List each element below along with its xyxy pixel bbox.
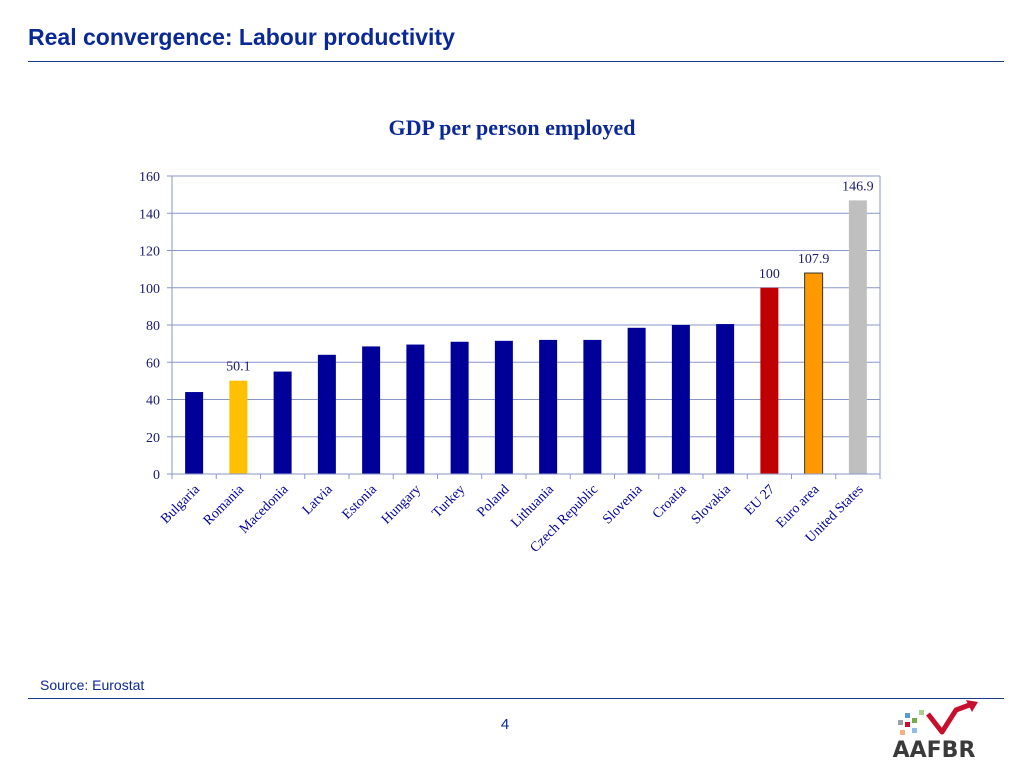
y-tick-label: 80 [146, 319, 160, 334]
x-tick-label: Croatia [650, 482, 690, 522]
x-tick-label: Latvia [300, 482, 336, 518]
page-title: Real convergence: Labour productivity [28, 24, 455, 50]
x-tick-label: Turkey [430, 482, 469, 521]
bar-latvia [317, 354, 336, 474]
bar-united-states [848, 200, 867, 474]
data-label: 146.9 [842, 179, 874, 194]
bar-estonia [362, 346, 381, 474]
y-tick-label: 0 [153, 468, 160, 483]
bar-macedonia [273, 371, 292, 474]
bar-romania [229, 380, 248, 474]
y-tick-label: 60 [146, 356, 160, 371]
x-tick-label: Slovenia [600, 482, 646, 528]
y-tick-label: 40 [146, 394, 160, 409]
y-tick-label: 140 [139, 207, 160, 222]
y-tick-label: 160 [139, 170, 160, 185]
page-number: 4 [500, 716, 510, 733]
bar-turkey [450, 341, 469, 474]
bar-eu-27 [760, 287, 779, 474]
bar-lithuania [539, 339, 558, 474]
x-tick-label: Slovakia [689, 482, 735, 528]
bar-slovenia [627, 327, 646, 474]
title-divider [28, 61, 1004, 62]
data-label: 50.1 [226, 360, 251, 375]
bar-poland [494, 340, 513, 474]
chart-title: GDP per person employed [388, 115, 636, 140]
data-label: 100 [759, 267, 780, 282]
source-note: Source: Eurostat [40, 677, 145, 693]
aafbr-logo: AAFBR [888, 700, 980, 766]
y-tick-label: 100 [139, 282, 160, 297]
bar-hungary [406, 344, 425, 474]
bar-euro-area [804, 272, 824, 475]
data-label: 107.9 [798, 252, 830, 267]
x-tick-label: EU 27 [742, 482, 778, 518]
bar-slovakia [716, 324, 735, 474]
logo-mark-icon [898, 700, 978, 735]
y-tick-label: 120 [139, 245, 160, 260]
x-tick-label: Macedonia [237, 482, 292, 537]
x-tick-label: Bulgaria [158, 482, 203, 527]
x-tick-label: Hungary [379, 482, 424, 527]
logo-text: AAFBR [892, 738, 976, 763]
footer-divider [28, 698, 1004, 699]
y-tick-label: 20 [146, 431, 160, 446]
x-tick-label: Estonia [340, 482, 381, 523]
bar-bulgaria [185, 392, 204, 474]
bar-czech-republic [583, 339, 602, 474]
bar-croatia [671, 325, 690, 474]
x-tick-label: Poland [475, 482, 513, 520]
